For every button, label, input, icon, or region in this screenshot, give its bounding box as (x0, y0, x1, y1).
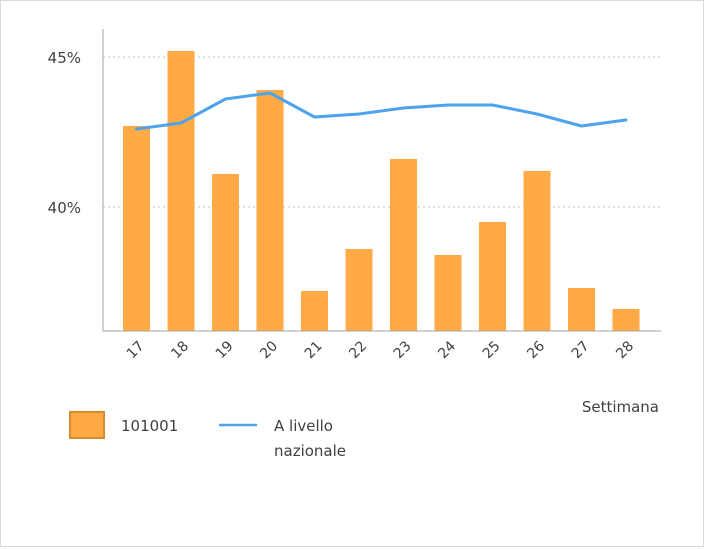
x-tick-label: 26 (524, 338, 548, 362)
bar (212, 174, 239, 331)
x-tick-label: 22 (346, 338, 370, 362)
x-tick-label: 21 (302, 338, 326, 362)
x-tick-label: 17 (124, 338, 148, 362)
bar-series (123, 51, 640, 331)
y-tick-label: 45% (48, 49, 81, 67)
gridlines (103, 56, 661, 208)
legend: 101001 A livello nazionale (69, 411, 346, 460)
x-tick-label: 23 (391, 338, 415, 362)
legend-label-line-2: nazionale (274, 442, 346, 460)
bar (123, 126, 150, 331)
x-tick-label: 27 (569, 338, 593, 362)
bar (256, 90, 284, 331)
national-line (135, 91, 628, 131)
x-tick-label: 20 (257, 338, 281, 362)
bar (390, 159, 417, 331)
x-tick-labels: 17 18 19 20 21 22 23 24 25 26 27 28 (124, 338, 637, 362)
y-tick-label: 40% (48, 199, 81, 217)
y-tick-labels: 40% 45% (48, 49, 81, 217)
axes (102, 29, 661, 332)
x-tick-label: 18 (168, 338, 192, 362)
line-series (135, 91, 628, 131)
bar (479, 222, 506, 331)
bar (523, 171, 551, 331)
bar (612, 309, 640, 331)
bar (568, 288, 595, 331)
legend-label-line-1: A livello (274, 417, 333, 435)
x-axis-title: Settimana (582, 398, 659, 416)
x-tick-label: 24 (435, 338, 459, 362)
x-tick-label: 25 (480, 338, 504, 362)
x-tick-label: 28 (613, 338, 637, 362)
legend-swatch-bar (69, 411, 105, 439)
bar (301, 291, 328, 331)
x-tick-label: 19 (213, 338, 237, 362)
legend-label-bar: 101001 (121, 417, 178, 435)
bar (434, 255, 462, 331)
bar (167, 51, 195, 331)
bar (345, 249, 373, 331)
